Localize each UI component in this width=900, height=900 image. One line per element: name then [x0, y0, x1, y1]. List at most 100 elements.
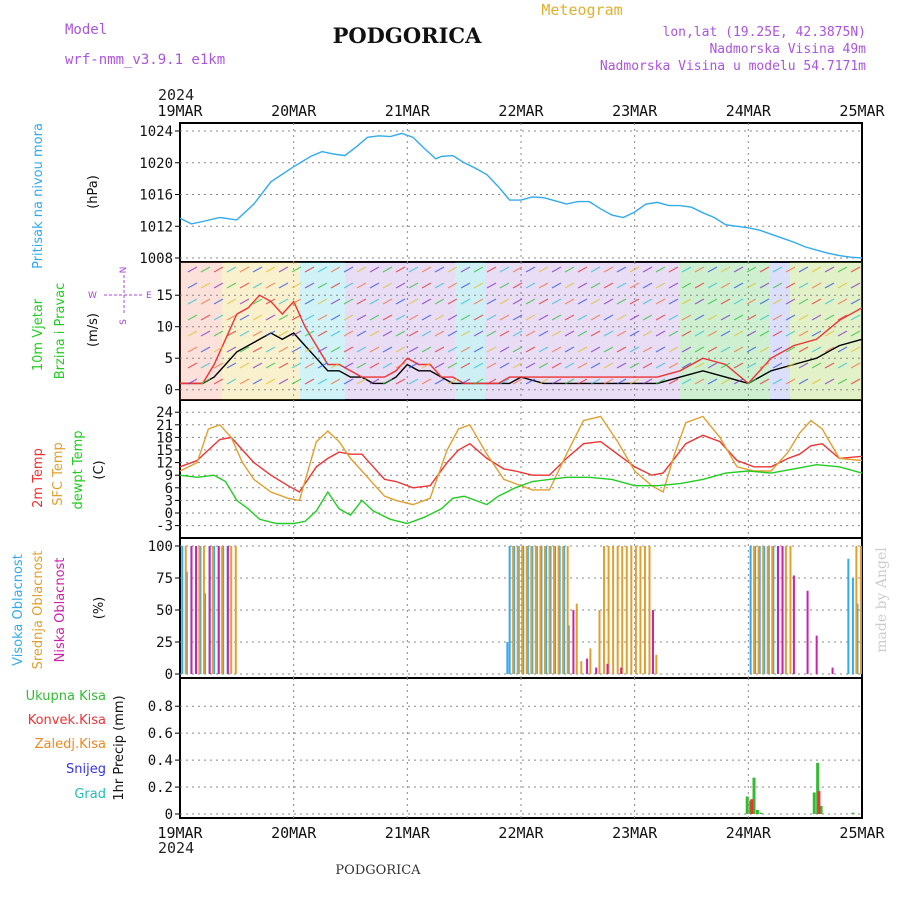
- wind-barb: [785, 266, 796, 273]
- wind-barb: [447, 378, 458, 385]
- wind-barb: [824, 330, 835, 337]
- day-label: 21MAR: [385, 102, 431, 120]
- wind-barb: [694, 378, 705, 385]
- cloud-low-title: Niska Oblacnost: [53, 558, 68, 663]
- wind-barb: [421, 282, 432, 289]
- series-bar: [856, 603, 859, 674]
- cloud-panel: Visoka Oblacnost Srednja Oblacnost Niska…: [11, 539, 862, 683]
- wind-barb: [252, 314, 263, 321]
- y-tick-label: -3: [156, 519, 173, 535]
- series-bar: [781, 546, 784, 674]
- wind-barb: [408, 266, 419, 273]
- wind-barb: [343, 346, 354, 353]
- series-bar: [752, 777, 756, 814]
- wind-barb: [278, 362, 289, 369]
- wind-y-ticks: 0 5 10 15: [156, 288, 862, 399]
- wind-barb: [382, 298, 393, 305]
- elevation-label: Nadmorska Visina 49m: [709, 42, 866, 57]
- wind-barb: [668, 282, 679, 289]
- series-bar: [181, 546, 184, 674]
- pressure-y-ticks: 1008 1012 1016 1020 1024: [139, 124, 862, 267]
- wind-barb: [551, 314, 562, 321]
- wind-barb: [642, 330, 653, 337]
- wind-barb: [759, 362, 770, 369]
- y-tick-label: 0.4: [148, 753, 173, 769]
- day-label: 24MAR: [726, 102, 772, 120]
- panel-frame: [179, 677, 863, 819]
- wind-barb: [837, 346, 848, 353]
- wind-barb: [746, 282, 757, 289]
- wind-barb: [811, 266, 822, 273]
- wind-title-2: Brzina i Pravac: [53, 283, 68, 380]
- wind-barb: [655, 266, 666, 273]
- wind-barb: [668, 330, 679, 337]
- product-title: Meteogram: [541, 1, 622, 19]
- wind-barb: [577, 346, 588, 353]
- wind-barb: [486, 314, 497, 321]
- y-tick-label: 24: [156, 405, 173, 421]
- series-bar: [643, 546, 646, 674]
- wind-barb: [707, 378, 718, 385]
- wind-barb: [304, 266, 315, 273]
- wind-barb: [187, 346, 198, 353]
- wind-barb: [850, 362, 861, 369]
- wind-barb: [226, 362, 237, 369]
- precip-series: [745, 762, 855, 814]
- y-tick-label: 0.8: [148, 699, 173, 715]
- y-tick-label: 18: [156, 430, 173, 446]
- wind-barb: [798, 314, 809, 321]
- wind-barb: [603, 314, 614, 321]
- wind-barb: [343, 298, 354, 305]
- wind-barb: [590, 330, 601, 337]
- wind-barb: [746, 362, 757, 369]
- series-bar: [755, 809, 759, 814]
- precip-frz-legend: Zaledj.Kisa: [35, 737, 106, 752]
- wind-barb: [538, 346, 549, 353]
- wind-barb: [356, 330, 367, 337]
- wind-barb: [304, 362, 315, 369]
- wind-barb: [200, 314, 211, 321]
- wind-barb: [265, 298, 276, 305]
- wind-barb: [200, 346, 211, 353]
- series-bar: [648, 546, 651, 674]
- wind-barb: [824, 378, 835, 385]
- wind-barb: [642, 266, 653, 273]
- wind-barb: [837, 298, 848, 305]
- top-year-label: 2024: [158, 86, 194, 104]
- wind-barb: [655, 378, 666, 385]
- wind-barb: [824, 314, 835, 321]
- wind-barb: [772, 314, 783, 321]
- wind-barb: [668, 346, 679, 353]
- series-bar: [630, 546, 633, 674]
- series-bar: [831, 667, 834, 674]
- wind-barb: [473, 330, 484, 337]
- wind-barb: [187, 298, 198, 305]
- wind-barb: [707, 298, 718, 305]
- wind-barb: [369, 362, 380, 369]
- wind-barb: [837, 314, 848, 321]
- wind-barb: [551, 282, 562, 289]
- wind-barb: [408, 282, 419, 289]
- wind-barb: [395, 282, 406, 289]
- wind-barb: [278, 346, 289, 353]
- series-bar: [607, 546, 610, 674]
- wind-barb: [577, 330, 588, 337]
- wind-barb: [811, 314, 822, 321]
- wind-barb: [369, 282, 380, 289]
- wind-barb: [551, 378, 562, 385]
- series-bar: [554, 546, 557, 674]
- series-bar: [612, 546, 615, 674]
- series-bar: [234, 546, 237, 674]
- cloud-series: [181, 546, 862, 674]
- wind-barb: [642, 362, 653, 369]
- wind-barb: [837, 266, 848, 273]
- wind-barb: [408, 330, 419, 337]
- wind-barb: [655, 282, 666, 289]
- day-label: 25MAR: [839, 824, 885, 842]
- wind-barb: [668, 298, 679, 305]
- wind-barb: [239, 314, 250, 321]
- series-bar: [851, 812, 855, 814]
- day-label: 24MAR: [726, 824, 772, 842]
- wind-barb: [850, 298, 861, 305]
- series-bar: [598, 610, 601, 674]
